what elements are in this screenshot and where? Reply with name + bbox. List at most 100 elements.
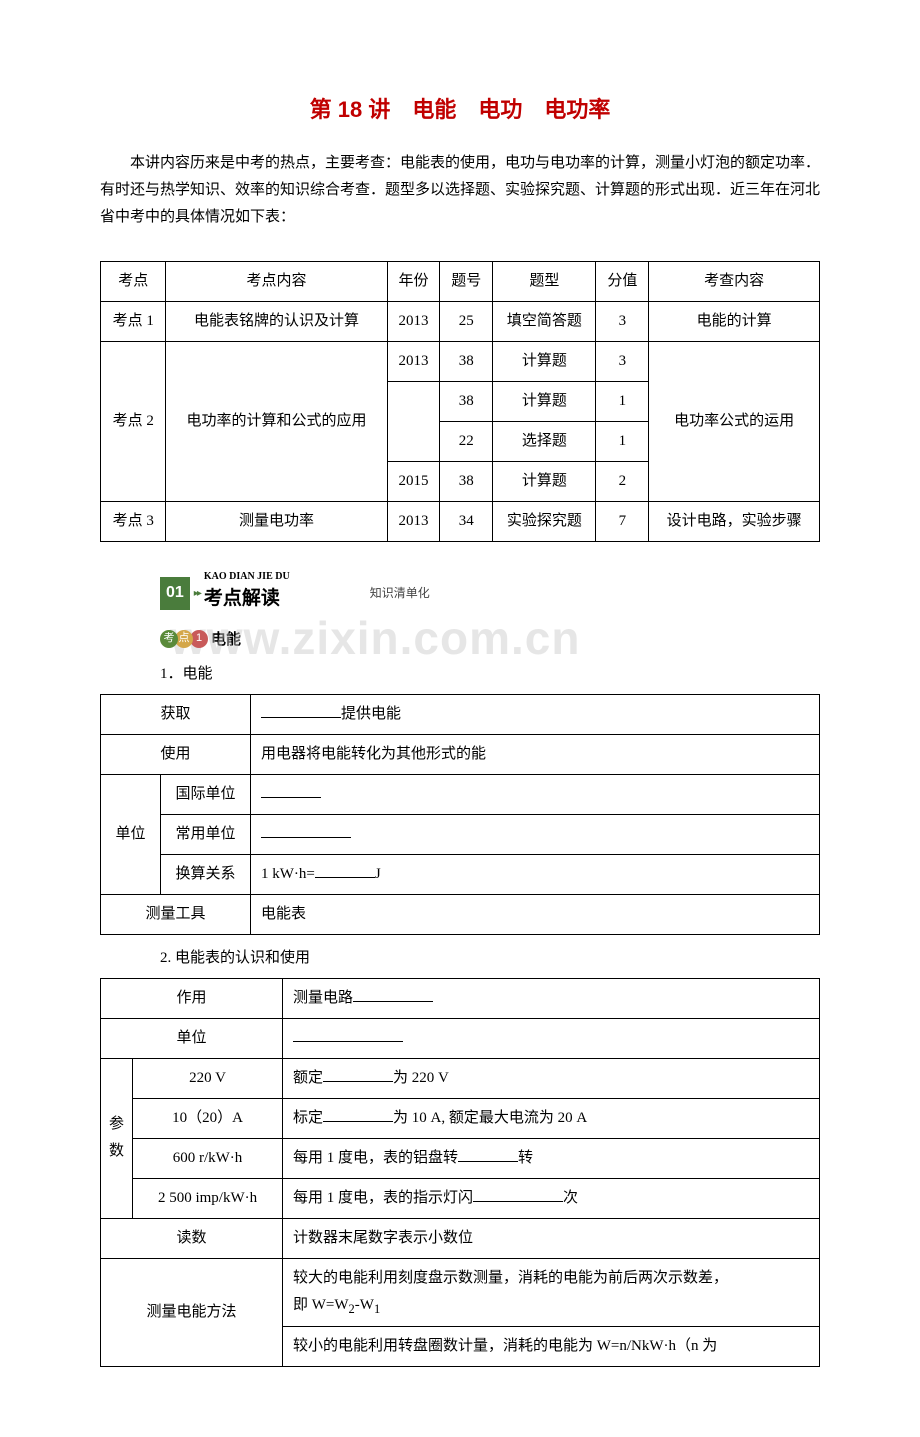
blank-field [261, 703, 341, 718]
cell-content: 测量电功率 [166, 501, 387, 541]
table-row: 获取 提供电能 [101, 694, 820, 734]
cell-score: 7 [596, 501, 649, 541]
conv-suffix: J [375, 866, 381, 882]
intro-paragraph: 本讲内容历来是中考的热点，主要考查：电能表的使用，电功与电功率的计算，测量小灯泡… [100, 150, 820, 231]
blank-field [261, 823, 351, 838]
cell-year: 2015 [387, 461, 440, 501]
table-row: 换算关系 1 kW·h= J [101, 854, 820, 894]
table-row: 使用 用电器将电能转化为其他形式的能 [101, 734, 820, 774]
table-row: 考点 2 电功率的计算和公式的应用 2013 38 计算题 3 电功率公式的运用 [101, 341, 820, 381]
cell-type: 计算题 [493, 381, 596, 421]
cell-type: 实验探究题 [493, 501, 596, 541]
cell-type: 选择题 [493, 421, 596, 461]
item-heading-2: 2. 电能表的认识和使用 [160, 945, 820, 972]
label-canshu: 参数 [101, 1058, 133, 1218]
text: 次 [563, 1190, 578, 1206]
label-zuoyong: 作用 [101, 978, 283, 1018]
label-dushu: 读数 [101, 1218, 283, 1258]
conv-prefix: 1 kW·h= [261, 866, 315, 882]
cell-dushu: 计数器末尾数字表示小数位 [283, 1218, 820, 1258]
cell-year [387, 421, 440, 461]
cell-shiyong: 用电器将电能转化为其他形式的能 [251, 734, 820, 774]
text: 测量电路 [293, 990, 353, 1006]
text: 每用 1 度电，表的指示灯闪 [293, 1190, 473, 1206]
cell-score: 3 [596, 341, 649, 381]
table-row: 读数 计数器末尾数字表示小数位 [101, 1218, 820, 1258]
text: 每用 1 度电，表的铝盘转 [293, 1150, 458, 1166]
blank-field [458, 1147, 518, 1162]
cell-p2: 标定为 10 A, 额定最大电流为 20 A [283, 1098, 820, 1138]
cell-num: 22 [440, 421, 493, 461]
table-row: 600 r/kW·h 每用 1 度电，表的铝盘转 转 [101, 1138, 820, 1178]
cell-p1: 额定为 220 V [283, 1058, 820, 1098]
text: -W [355, 1297, 374, 1313]
section-pinyin: KAO DIAN JIE DU [204, 572, 290, 582]
cell-huansuan: 1 kW·h= J [251, 854, 820, 894]
param-600r: 600 r/kW·h [133, 1138, 283, 1178]
table-row: 作用 测量电路 [101, 978, 820, 1018]
cell-exam: 设计电路，实验步骤 [649, 501, 820, 541]
cell-danwei [283, 1018, 820, 1058]
cell-num: 25 [440, 301, 493, 341]
cell-score: 2 [596, 461, 649, 501]
cell-method2: 较小的电能利用转盘圈数计量，消耗的电能为 W=n/NkW·h（n 为 [283, 1327, 820, 1367]
cell-huoqu: 提供电能 [251, 694, 820, 734]
subsection-badge-icon: 考 点 1 [160, 630, 205, 648]
th-type: 题型 [493, 261, 596, 301]
cell-score: 3 [596, 301, 649, 341]
item-heading-1: 1．电能 [160, 661, 820, 688]
param-220v: 220 V [133, 1058, 283, 1098]
subsection-title: 电能 [211, 626, 241, 653]
th-content: 考点内容 [166, 261, 387, 301]
label-huoqu: 获取 [101, 694, 251, 734]
cell-type: 计算题 [493, 341, 596, 381]
label-shiyong: 使用 [101, 734, 251, 774]
cell-changyong [251, 814, 820, 854]
label-danwei: 单位 [101, 1018, 283, 1058]
cell-kd: 考点 2 [101, 341, 166, 501]
table-row: 测量电能方法 较大的电能利用刻度盘示数测量，消耗的电能为前后两次示数差， 即 W… [101, 1258, 820, 1327]
text: 转 [518, 1150, 533, 1166]
blank-field [323, 1067, 393, 1082]
cell-content: 电功率的计算和公式的应用 [166, 341, 387, 501]
cell-kd: 考点 3 [101, 501, 166, 541]
cell-zuoyong: 测量电路 [283, 978, 820, 1018]
cell-guoji [251, 774, 820, 814]
label-huansuan: 换算关系 [161, 854, 251, 894]
label-guoji: 国际单位 [161, 774, 251, 814]
table-row: 考点 1 电能表铭牌的认识及计算 2013 25 填空简答题 3 电能的计算 [101, 301, 820, 341]
table-row: 2 500 imp/kW·h 每用 1 度电，表的指示灯闪 次 [101, 1178, 820, 1218]
section-subtitle: 知识清单化 [370, 583, 430, 605]
section-arrows-icon: ▸▸ [194, 585, 200, 603]
th-score: 分值 [596, 261, 649, 301]
blank-field [323, 1107, 393, 1122]
param-2500imp: 2 500 imp/kW·h [133, 1178, 283, 1218]
section-title: 考点解读 [204, 582, 290, 616]
text: 为 10 A, 额定最大电流为 20 A [393, 1110, 587, 1126]
cell-score: 1 [596, 381, 649, 421]
cell-p3: 每用 1 度电，表的铝盘转 转 [283, 1138, 820, 1178]
diannengbiao-table: 作用 测量电路 单位 参数 220 V 额定为 220 V 10（20）A 标定… [100, 978, 820, 1368]
cell-exam: 电功率公式的运用 [649, 341, 820, 501]
label-celiang: 测量工具 [101, 894, 251, 934]
blank-field [353, 987, 433, 1002]
cell-year: 2013 [387, 341, 440, 381]
table-row: 考点 3 测量电功率 2013 34 实验探究题 7 设计电路，实验步骤 [101, 501, 820, 541]
table-row: 常用单位 [101, 814, 820, 854]
cell-year [387, 381, 440, 421]
cell-exam: 电能的计算 [649, 301, 820, 341]
cell-method1: 较大的电能利用刻度盘示数测量，消耗的电能为前后两次示数差， 即 W=W2-W1 [283, 1258, 820, 1327]
label-danwei: 单位 [101, 774, 161, 894]
section-header: 01 ▸▸ KAO DIAN JIE DU 考点解读 知识清单化 [160, 572, 820, 616]
table-row: 10（20）A 标定为 10 A, 额定最大电流为 20 A [101, 1098, 820, 1138]
blank-field [293, 1027, 403, 1042]
blank-field [315, 863, 375, 878]
th-num: 题号 [440, 261, 493, 301]
subsection-header: 考 点 1 电能 [160, 626, 820, 653]
cell-type: 填空简答题 [493, 301, 596, 341]
sub1: 1 [374, 1302, 380, 1316]
cell-num: 34 [440, 501, 493, 541]
th-year: 年份 [387, 261, 440, 301]
cell-num: 38 [440, 341, 493, 381]
text: 即 W=W [293, 1297, 349, 1313]
